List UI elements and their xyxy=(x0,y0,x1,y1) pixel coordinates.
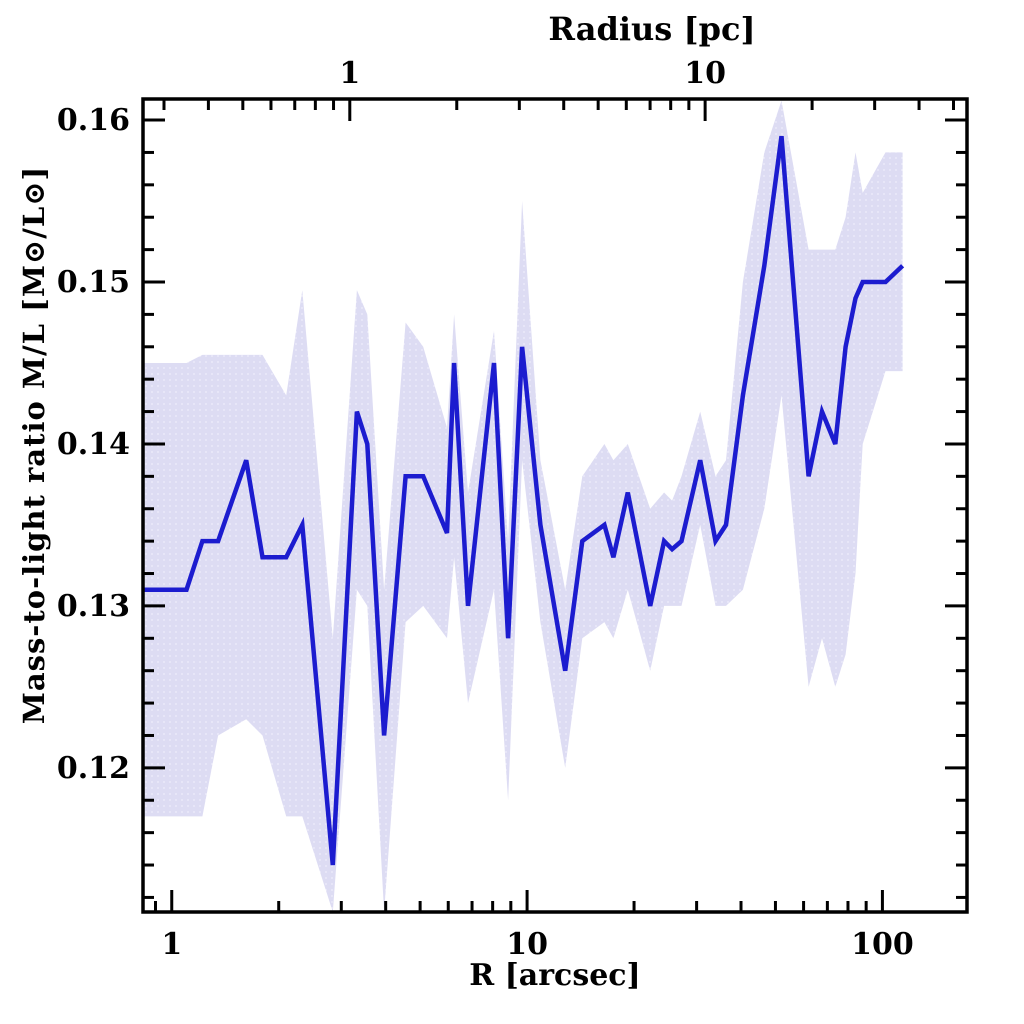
top-axis-title: Radius [pc] xyxy=(548,10,756,48)
y-tick-label: 0.13 xyxy=(57,589,130,624)
ml-curve xyxy=(143,135,905,866)
confidence-band xyxy=(143,100,903,912)
top-tick-label: 1 xyxy=(339,56,360,91)
tick-labels: 0.12 0.13 0.14 0.15 0.16 1 10 100 1 10 xyxy=(57,56,914,962)
y-tick-label: 0.14 xyxy=(57,427,130,462)
y-tick-label: 0.15 xyxy=(57,265,130,300)
x-tick-label: 100 xyxy=(851,927,914,962)
x-axis-title: R [arcsec] xyxy=(469,958,641,993)
y-tick-label: 0.12 xyxy=(57,751,130,786)
x-tick-label: 1 xyxy=(161,927,182,962)
x-tick-label: 10 xyxy=(506,927,548,962)
axis-ticks xyxy=(143,99,967,912)
plot-frame xyxy=(141,97,969,914)
y-tick-label: 0.16 xyxy=(57,103,130,138)
top-tick-label: 10 xyxy=(684,56,726,91)
